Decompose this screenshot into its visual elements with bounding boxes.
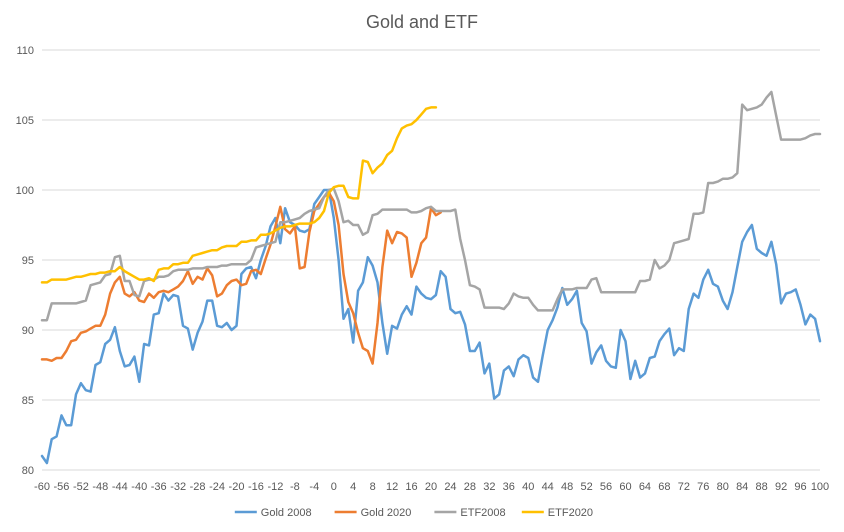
x-tick-label: -24 [209,481,225,493]
x-tick-label: -12 [267,481,283,493]
series-lines [40,90,822,465]
series-line-gold-2008 [40,188,822,465]
x-tick-label: 16 [405,481,417,493]
x-tick-label: 92 [775,481,787,493]
y-tick-label: 105 [16,115,34,127]
y-tick-label: 95 [22,255,34,267]
x-axis-tick-labels: -60 -56 -52 -48 -44 -40 -36 -32 -28 -24 -20 -16 -12-… [34,481,829,493]
chart-title: Gold and ETF [366,12,478,32]
y-axis-tick-labels: 80 85 90 95 100 105 110 [16,45,34,477]
y-tick-label: 85 [22,395,34,407]
x-tick-label: 20 [425,481,437,493]
x-tick-label: 36 [503,481,515,493]
x-tick-label: 40 [522,481,534,493]
x-tick-label: 24 [444,481,456,493]
x-tick-label: -32 [170,481,186,493]
x-tick-label: -60 [34,481,50,493]
x-tick-label: -48 [92,481,108,493]
x-tick-label: 4 [350,481,356,493]
legend: Gold 2008 Gold 2020 ETF2008 ETF2020 [234,507,593,519]
x-tick-label: -8 [290,481,300,493]
x-tick-label: -20 [229,481,245,493]
series-line-gold-2020 [40,191,442,365]
x-tick-label: 76 [697,481,709,493]
x-tick-label: -4 [309,481,319,493]
legend-label: Gold 2020 [361,507,412,519]
x-tick-label: 0 [331,481,337,493]
x-tick-label: 56 [600,481,612,493]
legend-label: ETF2008 [460,507,505,519]
series-line-etf2008 [40,90,822,322]
x-tick-label: -44 [112,481,128,493]
x-tick-label: 28 [464,481,476,493]
x-tick-label: -36 [151,481,167,493]
x-tick-label: 80 [717,481,729,493]
gridlines [42,49,820,471]
x-tick-label: -16 [248,481,264,493]
x-tick-label: 48 [561,481,573,493]
legend-label: Gold 2008 [261,507,312,519]
legend-item: ETF2020 [521,507,593,519]
x-tick-label: -52 [73,481,89,493]
x-tick-label: 96 [794,481,806,493]
y-tick-label: 100 [16,185,34,197]
y-tick-label: 110 [16,45,34,57]
x-tick-label: 100 [811,481,829,493]
x-tick-label: 60 [619,481,631,493]
x-tick-label: 44 [542,481,554,493]
x-tick-label: 8 [370,481,376,493]
x-tick-label: 32 [483,481,495,493]
x-tick-label: 52 [580,481,592,493]
legend-item: ETF2008 [434,507,506,519]
x-tick-label: 12 [386,481,398,493]
x-tick-label: 72 [678,481,690,493]
x-tick-label: 84 [736,481,748,493]
y-tick-label: 90 [22,325,34,337]
y-tick-label: 80 [22,465,34,477]
x-tick-label: -40 [131,481,147,493]
legend-label: ETF2020 [548,507,593,519]
series-line-etf2020 [40,106,438,284]
x-tick-label: -56 [53,481,69,493]
x-tick-label: 68 [658,481,670,493]
x-tick-label: -28 [190,481,206,493]
x-tick-label: 64 [639,481,651,493]
legend-item: Gold 2008 [234,507,312,519]
legend-item: Gold 2020 [334,507,412,519]
x-tick-label: 88 [756,481,768,493]
